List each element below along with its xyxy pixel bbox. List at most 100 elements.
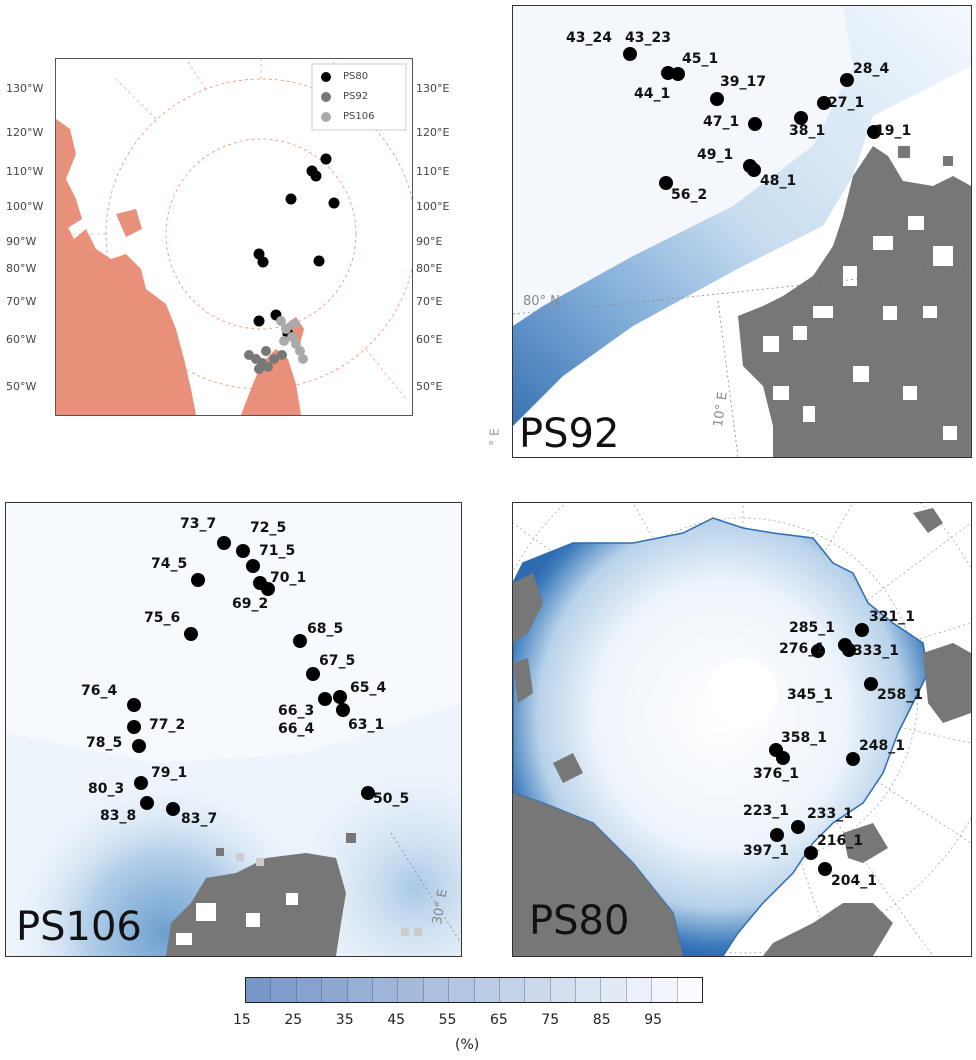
ps92-stations (623, 47, 881, 190)
colorbar-segment (499, 978, 526, 1002)
ps92-edge-label: ° E (487, 428, 502, 446)
legend-label-ps106: PS106 (343, 111, 375, 122)
legend-label-ps92: PS92 (343, 91, 369, 102)
ps80-station-label: 204_1 (831, 873, 877, 889)
legend-label-ps80: PS80 (343, 71, 369, 82)
ps80-station-label: 358_1 (781, 730, 827, 746)
colorbar-segment (525, 978, 551, 1002)
overview-right-lon-label: 120°E (416, 126, 450, 139)
ps92-station-label: 56_2 (671, 187, 708, 203)
ps92-station-label: 43_24 (566, 30, 612, 46)
overview-land-islands (56, 199, 142, 237)
ps106-station-label: 69_2 (232, 596, 269, 612)
ps106-map: 73_7 72_5 71_5 74_5 70_1 69_2 75_6 68_5 67_5 76_4… (5, 502, 462, 957)
overview-land-greenland (241, 349, 301, 415)
ps106-station-label: 50_5 (373, 791, 410, 807)
colorbar-tick-label: 95 (644, 1012, 663, 1028)
ps92-title: PS92 (519, 411, 620, 457)
colorbar-segment (347, 978, 373, 1002)
ps92-station-label: 38_1 (789, 123, 826, 139)
ps80-station-label: 376_1 (753, 766, 799, 782)
colorbar-tick-label: 65 (490, 1012, 508, 1028)
overview-right-lon-label: 50°E (416, 380, 443, 393)
colorbar-segment (322, 978, 348, 1002)
colorbar-segment (296, 978, 323, 1002)
ps80-station-label: 345_1 (787, 687, 833, 703)
ps106-station-label: 74_5 (151, 556, 188, 572)
ps106-station-label: 63_1 (348, 717, 385, 733)
colorbar-tick-label: 25 (284, 1012, 303, 1028)
ps80-title: PS80 (529, 898, 630, 944)
colorbar-segment (474, 978, 500, 1002)
overview-ps92-points (244, 346, 287, 374)
ps92-station-label: 44_1 (634, 86, 671, 102)
ps106-station-label: 66_3 (278, 703, 315, 719)
ps92-station-label: 27_1 (828, 95, 865, 111)
ps106-title: PS106 (16, 904, 142, 950)
overview-legend (311, 63, 407, 131)
ps92-map-canvas (513, 6, 971, 457)
ps80-map-canvas (513, 503, 971, 956)
colorbar-segment (652, 978, 678, 1002)
overview-map: PS80 PS92 PS106 (55, 58, 413, 416)
ps80-station-label: 285_1 (789, 620, 835, 636)
colorbar-segment (372, 978, 399, 1002)
ps92-grid-label-lat: 80° N (523, 294, 560, 309)
overview-left-lon-label: 70°W (6, 295, 37, 308)
ps80-station-label: 321_1 (869, 609, 915, 625)
ps80-station-label: 223_1 (743, 803, 789, 819)
ps106-station-label: 83_7 (181, 811, 218, 827)
colorbar-segment (550, 978, 577, 1002)
colorbar-tick-label: 45 (387, 1012, 406, 1028)
ps80-station-label: 397_1 (743, 843, 789, 859)
overview-land-canada (56, 119, 196, 415)
colorbar-segment (449, 978, 475, 1002)
ps92-station-label: 48_1 (760, 173, 797, 189)
ps92-station-label: 19_1 (875, 123, 912, 139)
colorbar (245, 977, 703, 1003)
overview-left-lon-label: 80°W (6, 262, 37, 275)
overview-left-lon-label: 50°W (6, 380, 37, 393)
overview-left-lon-label: 110°W (6, 165, 44, 178)
ps80-station-label: 258_1 (877, 687, 923, 703)
ps106-station-label: 68_5 (307, 621, 344, 637)
ps92-station-label: 28_4 (853, 61, 890, 77)
ps92-station-label: 49_1 (697, 147, 734, 163)
ps106-station-label: 72_5 (250, 520, 287, 536)
ps106-station-label: 66_4 (278, 721, 315, 737)
ps106-station-label: 73_7 (180, 516, 217, 532)
overview-right-lon-label: 130°E (416, 82, 450, 95)
colorbar-segment (576, 978, 602, 1002)
overview-map-canvas (56, 59, 412, 415)
ps92-station-label: 47_1 (703, 114, 740, 130)
ps106-station-label: 83_8 (100, 808, 137, 824)
ps80-stations (769, 623, 878, 876)
ps106-station-label: 75_6 (144, 610, 181, 626)
colorbar-tick-label: 35 (335, 1012, 354, 1028)
overview-left-lon-label: 120°W (6, 126, 44, 139)
overview-left-lon-label: 60°W (6, 333, 37, 346)
ps80-station-label: 276_1 (779, 641, 825, 657)
ps92-station-label: 39_17 (720, 74, 766, 90)
colorbar-segment (677, 978, 703, 1002)
ps106-stations (127, 536, 375, 816)
colorbar-segment (601, 978, 627, 1002)
colorbar-tick-label: 75 (541, 1012, 560, 1028)
colorbar-tick-label: 15 (233, 1012, 251, 1028)
overview-left-lon-label: 130°W (6, 82, 44, 95)
colorbar-unit: (%) (455, 1037, 480, 1053)
colorbar-segment (271, 978, 297, 1002)
ps106-station-label: 71_5 (259, 543, 296, 559)
ps80-station-label: 216_1 (817, 833, 863, 849)
colorbar-segment (423, 978, 450, 1002)
ps106-station-label: 78_5 (86, 735, 123, 751)
overview-right-lon-label: 60°E (416, 333, 443, 346)
overview-right-lon-label: 80°E (416, 262, 443, 275)
ps106-map-canvas (6, 503, 461, 956)
ps106-station-label: 70_1 (270, 570, 307, 586)
colorbar-segment (398, 978, 424, 1002)
overview-left-lon-label: 100°W (6, 200, 44, 213)
overview-left-lon-label: 90°W (6, 235, 37, 248)
ps80-land (513, 508, 971, 956)
ps80-map: 321_1 285_1 276_1 333_1 345_1 258_1 358_1 248_1… (512, 502, 972, 957)
